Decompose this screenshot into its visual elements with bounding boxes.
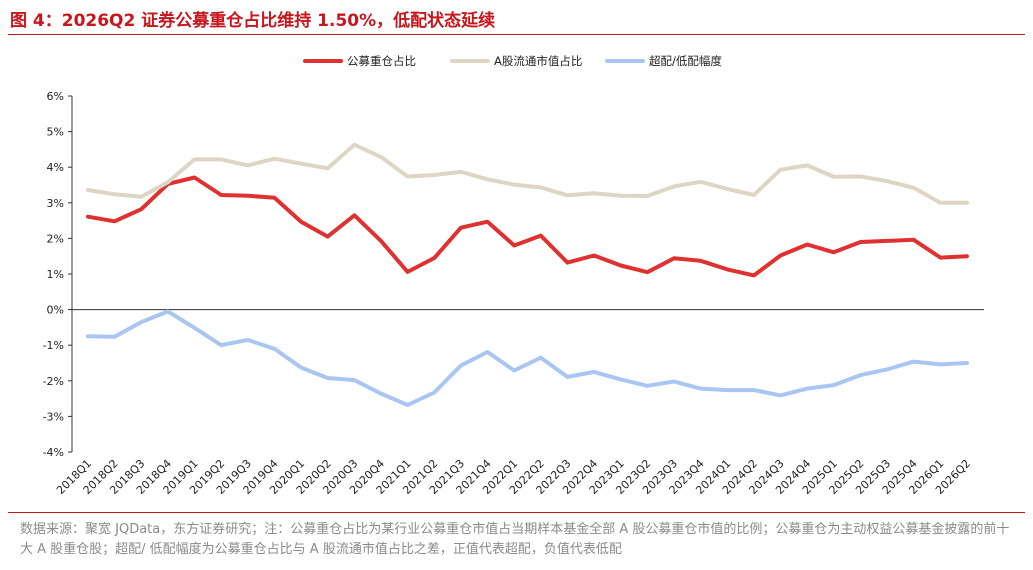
y-tick-label: 2% [47, 232, 64, 245]
line-chart: 公募重仓占比 A股流通市值占比 超配/低配幅度 6% 5% 4% 3% 2% 1% 0% -1% -… [43, 54, 984, 497]
y-tick-label: 1% [47, 268, 64, 281]
source-note: 数据来源：聚宽 JQData，东方证券研究；注：公募重仓占比为某行业公募重仓市值… [20, 522, 1010, 557]
y-tick-label: -2% [43, 375, 64, 388]
series-lines [86, 142, 969, 407]
y-tick-label: 3% [47, 197, 64, 210]
legend-label: 公募重仓占比 [347, 54, 416, 68]
y-tick-label: 4% [47, 161, 64, 174]
y-tick-label: -1% [43, 339, 64, 352]
y-tick-label: 6% [47, 90, 64, 103]
y-tick-label: 5% [47, 126, 64, 139]
y-tick-label: -4% [43, 446, 64, 459]
source-divider [8, 512, 1025, 513]
title-divider [8, 34, 1025, 35]
y-tick-label: -3% [43, 410, 64, 423]
axes: 6%5%4%3%2%1%0%-1%-2%-3%-4%2018Q12018Q220… [43, 90, 984, 497]
chart-title: 图 4：2026Q2 证券公募重仓占比维持 1.50%，低配状态延续 [10, 11, 496, 31]
legend: 公募重仓占比 A股流通市值占比 超配/低配幅度 [303, 54, 722, 68]
y-tick-label: 0% [47, 304, 64, 317]
series-line-1 [86, 175, 969, 278]
series-line-2 [86, 142, 969, 205]
series-line-3 [86, 309, 969, 407]
legend-label: 超配/低配幅度 [649, 54, 722, 68]
legend-label: A股流通市值占比 [494, 54, 582, 68]
